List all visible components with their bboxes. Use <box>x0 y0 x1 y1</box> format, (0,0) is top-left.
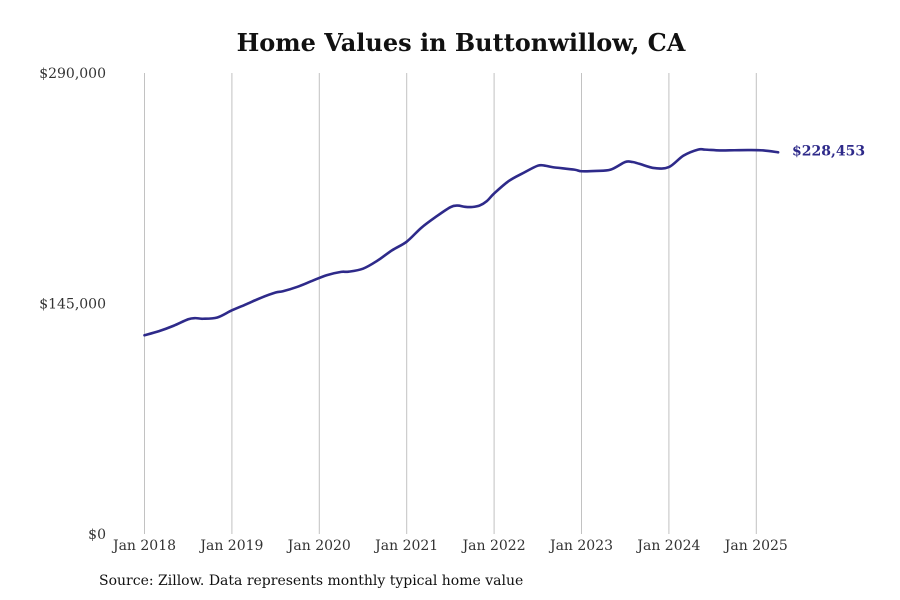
x-tick-label: Jan 2019 <box>198 538 263 554</box>
y-tick-label: $145,000 <box>39 297 106 313</box>
y-tick-label: $0 <box>88 527 106 543</box>
x-tick-label: Jan 2020 <box>286 538 351 554</box>
series-line <box>143 147 780 337</box>
end-value-label: $228,453 <box>792 143 865 159</box>
series-layer: $228,453 <box>143 143 865 337</box>
x-tick-label: Jan 2018 <box>111 538 176 554</box>
gridlines <box>144 73 757 534</box>
x-tick-label: Jan 2025 <box>723 538 788 554</box>
y-tick-label: $290,000 <box>39 66 106 82</box>
chart-title: Home Values in Buttonwillow, CA <box>236 28 686 57</box>
x-tick-label: Jan 2023 <box>548 538 613 554</box>
x-tick-label: Jan 2022 <box>461 538 526 554</box>
source-note: Source: Zillow. Data represents monthly … <box>99 573 524 589</box>
axis-tick-labels: Jan 2018 Jan 2019 Jan 2020 Jan 2021 Jan 2022… <box>39 66 788 554</box>
x-tick-label: Jan 2024 <box>635 538 700 554</box>
x-tick-label: Jan 2021 <box>373 538 438 554</box>
